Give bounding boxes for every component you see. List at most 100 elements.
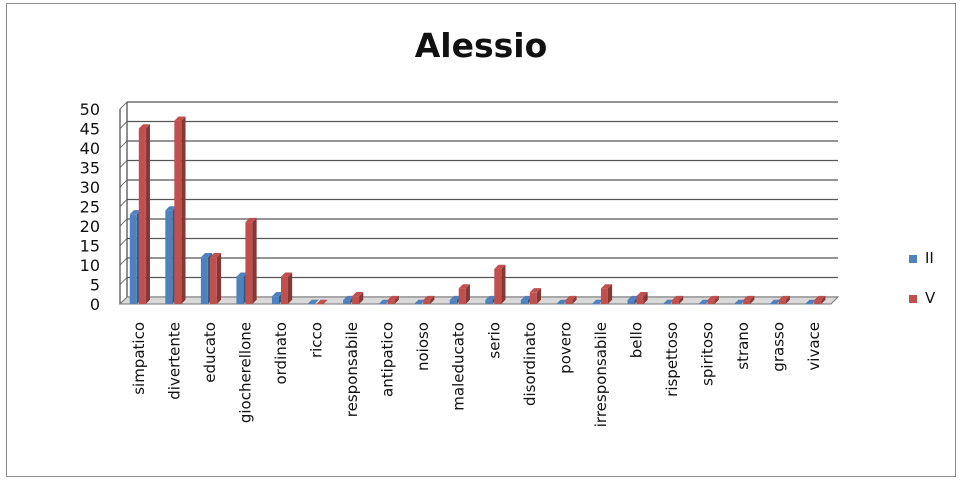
bar-V-side [572,295,577,304]
bar-V-top [316,299,328,304]
bar-V [636,296,644,304]
bar-V [529,292,537,304]
bar-V [565,300,573,304]
bar-II [271,296,279,304]
bar-II-top [200,253,213,258]
x-tick-label: divertente [165,322,183,400]
bar-II [485,300,493,304]
bar-V-top [138,124,150,129]
bar-V-side [216,253,222,304]
bar-V [743,300,751,304]
bar-V-top [778,295,790,301]
bar-II [663,304,671,305]
x-tick-label: maleducato [450,322,468,411]
gridline-depth [119,121,128,129]
bar-V-side [430,295,435,304]
bar-II [591,304,599,305]
gridline-depth [119,140,128,149]
y-tick-label: 50 [80,100,100,119]
bar-II [307,304,315,305]
bar-II-top [165,206,177,211]
bar-II [449,300,457,304]
y-tick-label: 45 [80,120,100,139]
bar-V [280,276,288,304]
bar-II [236,276,244,304]
bar-II-top [236,272,248,277]
gridline-depth [119,218,128,227]
gridline-depth [119,257,128,266]
bar-V-side [607,284,613,304]
bar-V [458,288,466,304]
bar-II [200,257,208,304]
bar-II-top [414,299,426,304]
y-tick-label: 40 [80,139,100,158]
bar-II-top [307,299,319,304]
bar-V [494,268,502,304]
bar-V-side [536,288,542,304]
x-tick-label: bello [627,322,645,358]
bar-V-top [707,295,719,301]
bar-V-side [750,295,755,304]
bar-II-top [485,295,497,301]
bar-II-top [520,295,533,301]
bar-V-side [821,295,826,304]
bar-V [209,257,217,304]
gridline-depth [119,179,128,188]
bar-II-top [343,295,355,301]
bar-V-side [181,116,186,304]
bar-II-top [129,210,141,215]
gridline-depth [119,101,128,110]
bar-II [805,304,813,305]
x-tick-label: serio [485,322,503,359]
x-tick-label: spiritoso [699,322,717,386]
bar-V [138,128,146,304]
bar-V-top [209,253,222,258]
legend-swatch [909,255,917,263]
bar-V [245,222,253,304]
bar-V-top [600,284,613,289]
y-tick-label: 0 [90,295,100,314]
x-tick-label: povero [556,322,574,374]
bar-V-top [494,264,506,269]
bar-V-side [714,295,719,304]
x-tick-label: irresponsabile [592,322,610,427]
bar-II [343,300,351,304]
bar-V [387,300,395,304]
bar-V [174,120,182,304]
x-tick-label: responsabile [343,322,361,417]
bar-II [734,304,742,305]
y-tick-label: 20 [80,217,100,236]
bar-V-top [636,292,648,297]
bar-V [600,288,608,304]
bar-V-side [679,295,684,304]
floor [118,296,840,305]
gridline-depth [119,160,128,168]
bar-II [129,214,137,304]
legend-label: V [925,289,936,307]
y-tick-label: 35 [80,159,100,178]
bar-II-top [663,299,675,304]
bar-V-top [565,295,577,301]
bar-V-top [387,295,399,301]
x-tick-label: disordinato [521,322,539,406]
bar-II [165,210,173,304]
bar-V-side [252,217,257,304]
chart-title: Alessio [414,26,548,65]
bar-V [778,300,786,304]
bar-II-top [769,299,781,304]
bar-V-top [458,284,470,289]
bar-V [814,300,822,304]
chart-frame [6,3,956,477]
bar-V-top [672,295,684,301]
bar-II [769,304,777,305]
bar-V-side [465,284,470,304]
bar-V-top [280,272,293,277]
bar-II [556,304,564,305]
gridline-depth [119,277,128,285]
bar-V-top [352,292,364,297]
x-tick-label: antipatico [379,322,397,397]
x-tick-label: ordinato [272,322,290,385]
bar-II [378,304,386,305]
y-tick-label: 25 [80,198,100,217]
